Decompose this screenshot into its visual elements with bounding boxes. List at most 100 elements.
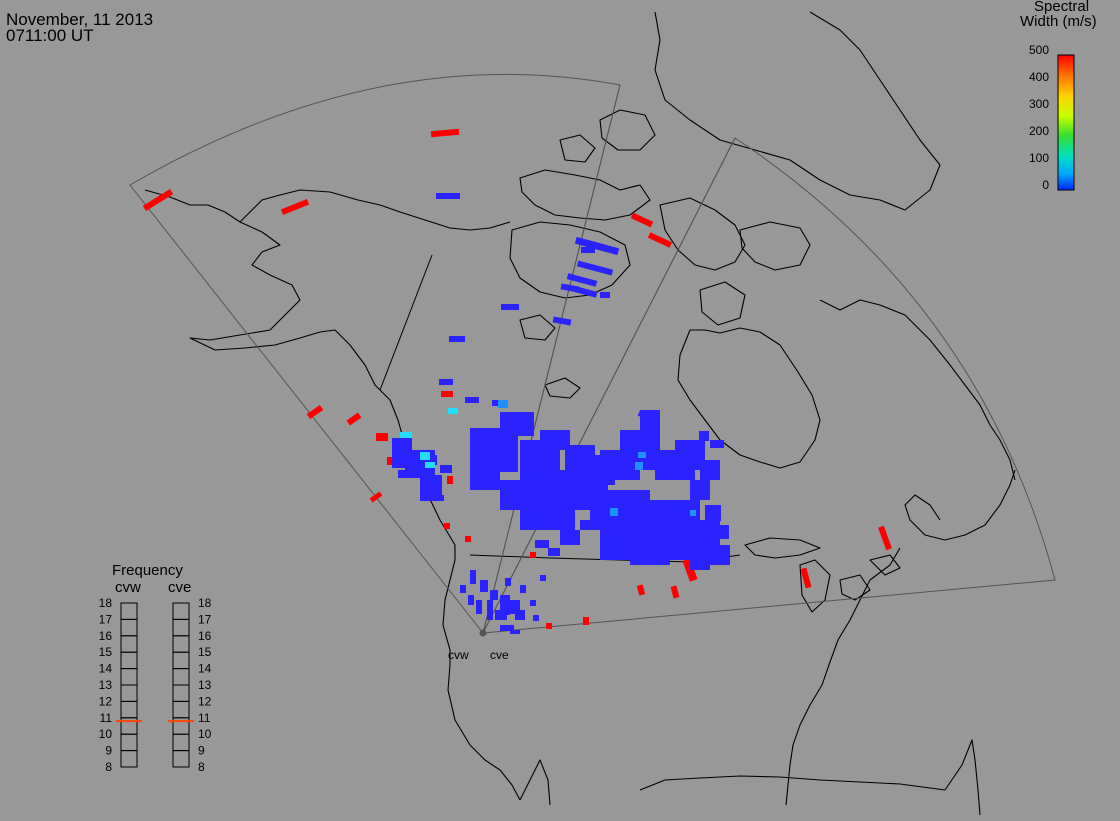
cyan-echo xyxy=(420,452,430,460)
cyan-echo xyxy=(638,452,646,458)
blue-echo-near-site xyxy=(468,595,474,605)
blue-echo-region xyxy=(470,470,500,490)
blue-echo-region xyxy=(640,410,660,430)
blue-echo-near-site xyxy=(515,610,525,620)
red-echo xyxy=(800,567,812,589)
frequency-panel: Frequency cvw cve 1817161514131211109818… xyxy=(99,562,212,774)
blue-echo xyxy=(581,247,595,253)
cvw-frequency-cell xyxy=(120,733,138,752)
cvw-frequency-label-11: 11 xyxy=(100,711,113,725)
cve-frequency-cell xyxy=(172,668,190,686)
blue-echo xyxy=(574,286,598,298)
blue-echo-region xyxy=(700,460,720,480)
cvw-fov xyxy=(129,73,621,634)
great-lakes xyxy=(744,537,821,559)
colorbar-gradient xyxy=(1057,54,1075,191)
labrador-coast xyxy=(819,299,1016,481)
blue-echo-region xyxy=(710,440,724,448)
inner-beam-2 xyxy=(482,137,736,634)
red-echo xyxy=(280,198,310,216)
cvw-frequency-label-10: 10 xyxy=(99,727,113,741)
blue-echo xyxy=(449,336,465,342)
hudson-bay xyxy=(677,327,821,469)
cvw-frequency-cell xyxy=(120,668,138,686)
blue-echo-near-site xyxy=(505,578,511,586)
blue-echo-near-site xyxy=(530,600,536,606)
cve-fov xyxy=(482,137,1056,634)
date-label: November, 11 2013 xyxy=(6,10,153,29)
colorbar-tick-100: 100 xyxy=(1029,151,1049,165)
red-echo xyxy=(465,536,471,542)
cvw-frequency-cell xyxy=(120,651,138,670)
frequency-radar-left: cvw xyxy=(115,579,141,596)
site-label-west: cvw xyxy=(448,648,469,662)
blue-echo xyxy=(574,236,620,256)
cvw-frequency-cell xyxy=(120,618,138,637)
blue-echo-region xyxy=(580,520,594,530)
red-echo xyxy=(430,128,460,138)
cvw-frequency-label-13: 13 xyxy=(99,678,113,692)
cve-frequency-cell xyxy=(172,635,190,653)
maritimes-coast xyxy=(904,469,1016,541)
red-echo xyxy=(369,491,383,503)
cve-frequency-label-11: 11 xyxy=(198,711,211,725)
cvw-frequency-cell xyxy=(120,635,138,653)
cve-frequency-cell xyxy=(172,651,190,670)
cve-frequency-label-9: 9 xyxy=(198,744,205,758)
blue-echo-region xyxy=(420,475,442,501)
red-echo xyxy=(546,623,552,629)
red-echo xyxy=(441,391,453,397)
cvw-frequency-label-16: 16 xyxy=(99,629,113,643)
blue-echo-near-site xyxy=(500,625,514,631)
cve-frequency-label-15: 15 xyxy=(198,645,212,659)
cve-frequency-cell xyxy=(172,750,190,768)
blue-echo-region xyxy=(548,548,560,556)
red-echo xyxy=(142,188,174,212)
time-label: 0711:00 UT xyxy=(6,26,94,45)
blue-echo xyxy=(576,260,614,276)
arctic-coast xyxy=(239,189,511,231)
greenland xyxy=(654,11,941,211)
cyan-echo xyxy=(610,508,618,516)
cve-frequency-cell xyxy=(172,733,190,752)
blue-echo-region xyxy=(705,505,721,521)
blue-echo-region xyxy=(440,465,452,473)
cvw-frequency-label-14: 14 xyxy=(99,662,113,676)
cvw-frequency-label-9: 9 xyxy=(105,744,112,758)
blue-echo xyxy=(552,316,572,326)
colorbar-tick-0: 0 xyxy=(1042,178,1049,192)
frequency-radar-right: cve xyxy=(168,579,191,596)
blue-echo-region xyxy=(545,510,575,530)
cvw-frequency-label-17: 17 xyxy=(99,612,113,626)
blue-echo xyxy=(560,283,580,293)
blue-echo-region xyxy=(715,525,729,539)
coastlines xyxy=(144,11,1016,816)
cvw-frequency-label-18: 18 xyxy=(99,596,113,610)
cvw-frequency-cell xyxy=(120,750,138,768)
gulf-coast xyxy=(639,775,946,791)
cve-frequency-label-14: 14 xyxy=(198,662,212,676)
red-echo xyxy=(878,525,892,551)
alaska-yukon-border xyxy=(379,254,433,391)
red-echo xyxy=(376,433,388,441)
frequency-title: Frequency xyxy=(112,562,183,579)
red-echo xyxy=(630,212,654,228)
blue-echo-near-site xyxy=(533,615,539,621)
blue-echo-near-site xyxy=(510,630,520,634)
arctic-islands xyxy=(519,169,651,221)
cve-frequency-cell xyxy=(172,700,190,719)
cyan-echo xyxy=(635,462,643,470)
cvw-frequency-cell xyxy=(120,684,138,702)
blue-echo-near-site xyxy=(460,585,466,593)
blue-echo-region xyxy=(500,480,550,510)
cve-frequency-label-18: 18 xyxy=(198,596,212,610)
us-east-coast xyxy=(785,547,901,806)
colorbar-ticks: 500 400 300 200 100 0 xyxy=(1029,43,1049,192)
red-echo xyxy=(670,585,680,599)
blue-echo-region xyxy=(540,430,570,450)
blue-echo xyxy=(699,431,709,441)
blue-echo-near-site xyxy=(495,610,507,620)
colorbar-tick-300: 300 xyxy=(1029,97,1049,111)
